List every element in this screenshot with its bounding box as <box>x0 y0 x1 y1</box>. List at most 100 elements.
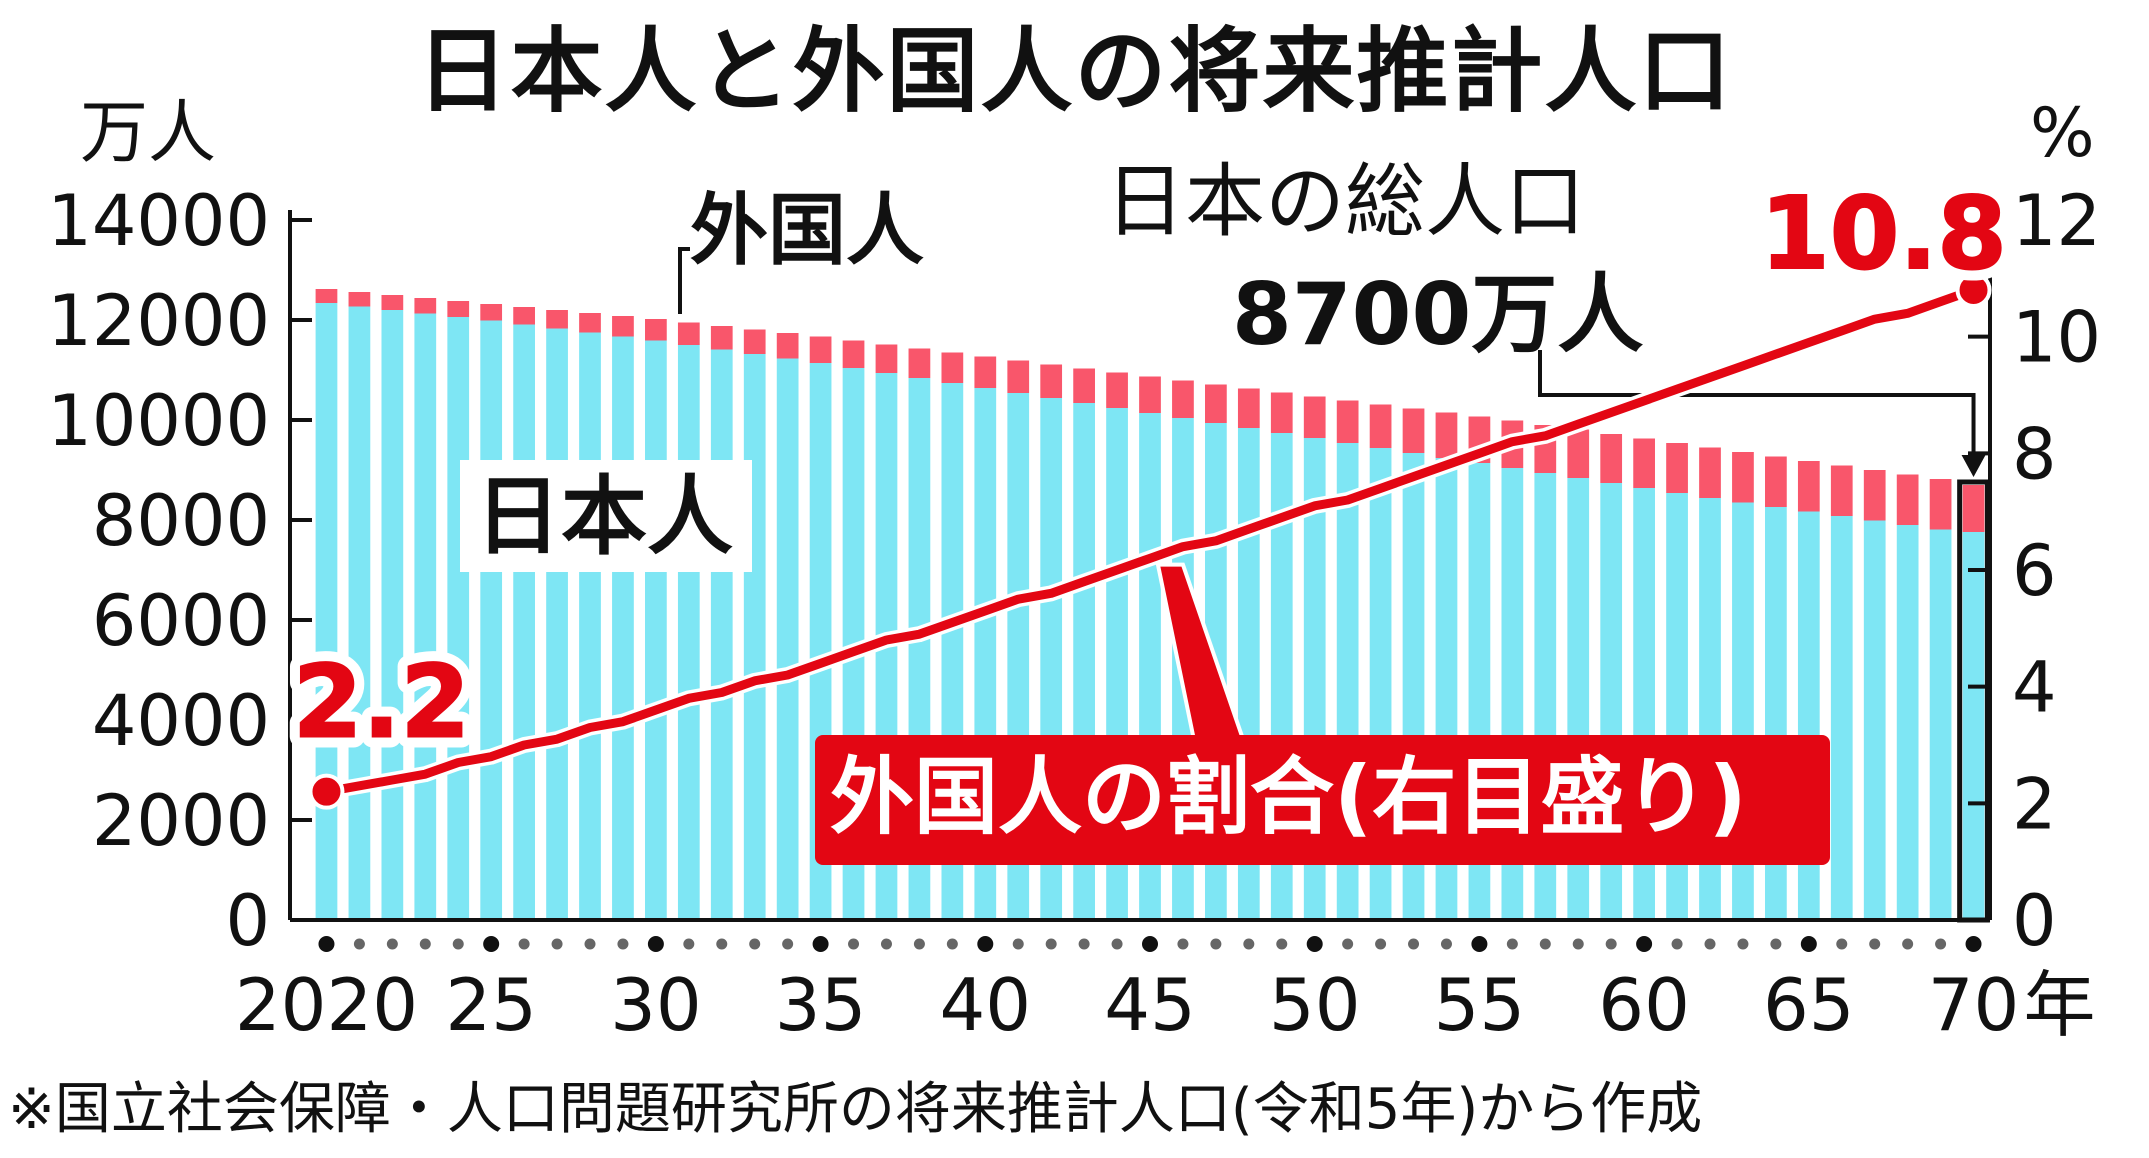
bar-foreign-2066 <box>1830 465 1853 516</box>
bar-foreign-2034 <box>776 333 799 359</box>
bar-foreign-2054 <box>1435 412 1458 458</box>
chart-title: 日本人と外国人の将来推計人口 <box>416 18 1733 125</box>
bar-foreign-2023 <box>414 298 437 314</box>
year-dot-2053 <box>1408 938 1420 950</box>
year-dot-2033 <box>749 938 761 950</box>
bar-japanese-2029 <box>612 336 634 920</box>
total-label-arrowhead <box>1961 455 1986 477</box>
year-dot-2052 <box>1375 938 1387 950</box>
bar-foreign-2030 <box>645 319 667 341</box>
bar-japanese-2034 <box>776 358 799 920</box>
bar-foreign-2063 <box>1732 452 1754 503</box>
year-dot-2064 <box>1770 938 1782 950</box>
year-dot-2049 <box>1276 938 1288 950</box>
x-tick-label-2030: 30 <box>610 963 702 1047</box>
bar-foreign-2051 <box>1336 400 1359 443</box>
bar-foreign-2036 <box>842 340 865 368</box>
year-dot-2047 <box>1210 938 1222 950</box>
year-dot-2034 <box>782 938 794 950</box>
bar-japanese-2031 <box>677 345 700 920</box>
year-dot-2039 <box>946 938 958 950</box>
year-dot-2056 <box>1506 938 1518 950</box>
bar-foreign-2037 <box>875 344 898 373</box>
right-tick-label-0: 0 <box>2012 880 2057 962</box>
bar-foreign-2062 <box>1699 447 1721 498</box>
year-dot-2050 <box>1306 936 1323 952</box>
bar-foreign-2043 <box>1073 368 1095 403</box>
share-marker-2020 <box>308 773 345 810</box>
bar-foreign-2067 <box>1863 470 1886 521</box>
left-tick-label-10000: 10000 <box>47 380 270 462</box>
source-note: ※国立社会保障・人口問題研究所の将来推計人口(令和5年)から作成 <box>8 1077 1703 1142</box>
left-axis-unit: 万人 <box>80 94 217 173</box>
x-tick-label-2070: 70 <box>1928 963 2020 1047</box>
x-tick-label-2045: 45 <box>1104 963 1196 1047</box>
share-line-label-box <box>815 735 1830 865</box>
right-tick-label-2: 2 <box>2012 763 2057 845</box>
year-dot-2054 <box>1440 938 1452 950</box>
japanese-series-label: 日本人 <box>475 467 733 567</box>
left-tick-label-2000: 2000 <box>92 780 270 862</box>
bar-foreign-2021 <box>348 292 371 307</box>
left-tick-label-14000: 14000 <box>47 180 270 262</box>
bar-foreign-2045 <box>1139 376 1161 413</box>
bar-foreign-2020 <box>315 289 338 303</box>
bar-foreign-2061 <box>1666 443 1688 493</box>
right-axis-unit: % <box>2030 94 2095 173</box>
right-tick-label-6: 6 <box>2012 530 2057 612</box>
bar-japanese-2066 <box>1830 516 1853 920</box>
bar-japanese-2028 <box>579 332 601 920</box>
share-value-label-2070-halo: 10.8 <box>1760 175 2007 292</box>
year-dot-2037 <box>880 938 892 950</box>
x-tick-label-2020: 2020 <box>235 963 418 1047</box>
right-tick-label-4: 4 <box>2012 647 2057 729</box>
x-tick-label-2065: 65 <box>1763 963 1855 1047</box>
share-value-label-2070: 10.8 <box>1760 175 2007 292</box>
bar-japanese-2025 <box>480 320 503 920</box>
bar-japanese-2033 <box>743 354 766 920</box>
bar-foreign-2032 <box>710 326 733 350</box>
bar-foreign-2044 <box>1106 372 1128 408</box>
bar-foreign-2031 <box>677 322 700 345</box>
foreign-series-label: 外国人 <box>690 186 925 276</box>
year-dot-2029 <box>617 938 629 950</box>
bar-foreign-2026 <box>513 307 535 325</box>
bar-japanese-2032 <box>710 349 733 920</box>
japanese-label-backdrop <box>460 460 752 572</box>
year-dot-2042 <box>1045 938 1057 950</box>
year-dot-2068 <box>1902 938 1914 950</box>
year-dot-2040 <box>977 936 994 952</box>
year-dot-2031 <box>683 938 695 950</box>
bar-foreign-2047 <box>1205 384 1227 423</box>
bar-foreign-2070 <box>1962 485 1985 532</box>
bar-foreign-2038 <box>908 348 931 378</box>
total-population-title: 日本の総人口 <box>1105 155 1585 248</box>
bar-foreign-2060 <box>1633 438 1655 488</box>
year-dot-2067 <box>1869 938 1881 950</box>
total-population-value: 8700万人 <box>1232 265 1644 365</box>
year-dot-2038 <box>913 938 925 950</box>
year-dot-2028 <box>584 938 596 950</box>
left-tick-label-4000: 4000 <box>92 680 270 762</box>
bar-japanese-2070 <box>1962 532 1985 920</box>
bar-foreign-2033 <box>743 329 766 354</box>
bar-foreign-2068 <box>1896 474 1919 525</box>
year-dot-2051 <box>1342 938 1354 950</box>
year-dot-2070 <box>1965 936 1982 952</box>
bar-foreign-2052 <box>1369 404 1392 448</box>
left-tick-label-6000: 6000 <box>92 580 270 662</box>
right-tick-label-10: 10 <box>2012 297 2101 379</box>
year-dot-2025 <box>483 936 500 952</box>
bar-foreign-2069 <box>1929 479 1952 530</box>
year-dot-2044 <box>1111 938 1123 950</box>
year-dot-2061 <box>1671 938 1683 950</box>
bar-japanese-2027 <box>546 328 568 920</box>
bar-japanese-2030 <box>645 340 667 920</box>
year-dot-2032 <box>716 938 728 950</box>
bar-foreign-2059 <box>1600 434 1623 483</box>
bar-japanese-2067 <box>1863 520 1886 920</box>
bar-foreign-2064 <box>1765 456 1787 507</box>
year-dot-2036 <box>848 938 860 950</box>
